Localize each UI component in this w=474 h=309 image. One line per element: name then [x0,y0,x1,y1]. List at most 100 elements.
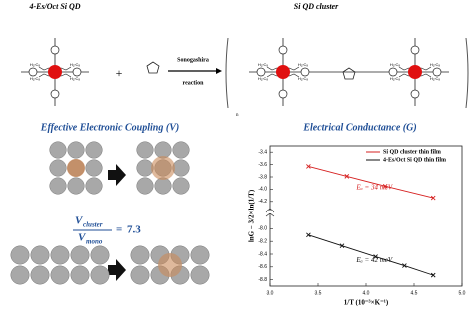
phenyl-ring [72,67,82,77]
substituent: H₁₇C₈ [390,76,401,81]
reaction-name: Sonogashira [177,57,209,63]
phenyl-ring [410,89,420,99]
ratio-subscript: mono [86,238,103,246]
qd-sphere [50,265,70,285]
annotation: Eₐ = 42 meV [355,256,392,264]
qd-sphere [49,141,67,159]
substituent: H₁₇C₈ [70,76,81,81]
qd-sphere [130,265,150,285]
y-tick-label: -8.4 [258,251,267,257]
annotation: Eₐ = 34 meV [355,184,392,192]
y-axis-title: lnG − 3/2×ln(1/T) [248,189,256,242]
highlight [151,156,175,180]
si-qd [276,65,290,79]
bracket [225,37,469,109]
x-axis-title: 1/T (10⁻³×K⁻¹) [344,299,389,307]
substituent: H₁₇C₈ [430,62,441,67]
data-point [306,232,311,238]
phenyl-ring [410,45,420,55]
phenyl-ring [50,45,60,55]
qd-sphere [67,141,85,159]
phenyl-ring [432,67,442,77]
section-title: Effective Electronic Coupling (V) [40,122,179,133]
qd-sphere [154,177,172,195]
substituent: H₁₇C₈ [298,76,309,81]
y-tick-label: -8.0 [258,226,267,232]
substituent: H₁₇C₈ [258,76,269,81]
product-label: Si QD cluster [294,2,339,11]
plus-sign: + [116,66,123,80]
arrow [108,164,126,186]
y-tick-label: -3.8 [258,174,267,180]
substituent: H₁₇C₈ [298,62,309,67]
qd-sphere [70,245,90,265]
si-qd [408,65,422,79]
ratio-formula: V cluster V mono = 7.3 [73,215,141,246]
repeat: n [236,113,239,118]
phenyl-ring [278,89,288,99]
qd-sphere [190,265,210,285]
qd-sphere [90,265,110,285]
qd-sphere [30,245,50,265]
data-point [402,263,407,268]
ratio-subscript: cluster [83,221,103,229]
qd-sphere [85,177,103,195]
highlight [158,253,182,277]
data-point [382,183,388,189]
qd-sphere [154,141,172,159]
ratio-symbol: V [75,215,84,227]
qd-sphere [172,177,190,195]
x-tick-label: 5.0 [459,290,466,296]
plot-frame [269,145,463,287]
data-point [430,195,436,201]
phenyl-ring [300,67,310,77]
qd-sphere [130,245,150,265]
reaction-name: reaction [183,80,205,86]
qd-sphere [85,159,103,177]
data-point [430,272,436,278]
y-tick-label: -8.8 [258,277,267,283]
data-point [373,254,378,259]
substituent: H₁₇C₈ [430,76,441,81]
qd-sphere [67,177,85,195]
qd-sphere [90,245,110,265]
y-tick-label: -8.2 [258,239,267,245]
y-tick-label: -3.4 [258,150,267,156]
y-tick-label: -4.2 [258,199,267,205]
x-tick-label: 3.0 [267,290,274,296]
qd-sphere [136,141,154,159]
equals: = [116,224,122,236]
ratio-value: 7.3 [127,224,141,236]
qd-sphere [49,177,67,195]
qd-sphere [70,265,90,285]
phenyl-ring [388,67,398,77]
qd-sphere [30,265,50,285]
phenyl-ring [50,89,60,99]
phenyl-ring [278,45,288,55]
qd-sphere [50,245,70,265]
substituent: H₁₇C₈ [30,62,41,67]
qd-sphere [10,265,30,285]
phenyl-ring [28,67,38,77]
qd-sphere [85,141,103,159]
ratio-symbol: V [78,232,87,244]
phenyl-ring [256,67,266,77]
qd-sphere [10,245,30,265]
highlight [67,159,85,177]
qd-sphere [172,159,190,177]
data-point [344,174,350,179]
reactant-label: 4-Es/Oct Si QD [28,2,80,11]
arrow-head [216,68,222,74]
data-point [306,164,311,169]
y-tick-label: -4.0 [258,187,267,193]
substituent: H₁₇C₈ [70,62,81,67]
substituent: H₁₇C₈ [390,62,401,67]
data-point [339,243,345,248]
qd-sphere [49,159,67,177]
y-tick-label: -8.6 [258,264,267,270]
thiophene [146,61,160,74]
arrow [108,259,126,281]
x-tick-label: 4.0 [363,290,370,296]
qd-sphere [136,177,154,195]
